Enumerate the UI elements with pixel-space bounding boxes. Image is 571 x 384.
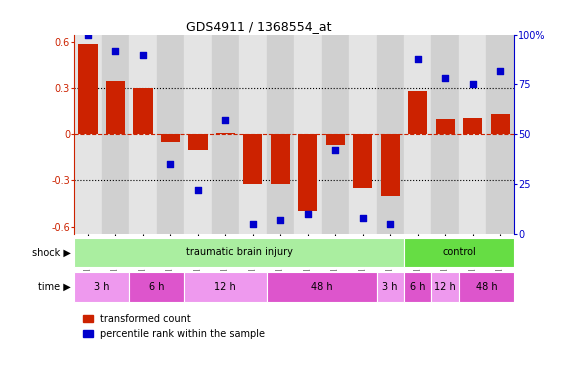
Bar bbox=[184, 35, 212, 234]
Bar bbox=[459, 272, 514, 302]
Bar bbox=[212, 35, 239, 234]
Bar bbox=[271, 134, 290, 184]
Bar bbox=[74, 35, 102, 234]
Point bbox=[385, 221, 395, 227]
Bar bbox=[74, 272, 129, 302]
Text: 48 h: 48 h bbox=[476, 282, 497, 292]
Point bbox=[138, 51, 147, 58]
Text: 3 h: 3 h bbox=[383, 282, 398, 292]
Bar bbox=[321, 35, 349, 234]
Text: 48 h: 48 h bbox=[311, 282, 332, 292]
Bar bbox=[294, 35, 321, 234]
Bar bbox=[408, 91, 427, 134]
Bar bbox=[404, 35, 432, 234]
Point bbox=[441, 75, 450, 81]
Point bbox=[111, 48, 120, 54]
Bar bbox=[404, 272, 432, 302]
Bar bbox=[267, 35, 294, 234]
Bar bbox=[74, 238, 404, 267]
Bar bbox=[129, 272, 184, 302]
Bar bbox=[463, 118, 482, 134]
Bar bbox=[325, 134, 345, 145]
Bar bbox=[376, 35, 404, 234]
Point bbox=[358, 215, 367, 221]
Bar bbox=[133, 88, 152, 134]
Bar bbox=[436, 119, 455, 134]
Bar bbox=[161, 134, 180, 142]
Point bbox=[166, 161, 175, 167]
Bar bbox=[490, 114, 510, 134]
Bar bbox=[102, 35, 129, 234]
Bar bbox=[129, 35, 156, 234]
Text: time ▶: time ▶ bbox=[38, 282, 71, 292]
Bar bbox=[216, 133, 235, 134]
Point bbox=[496, 68, 505, 74]
Bar bbox=[188, 134, 207, 150]
Text: shock ▶: shock ▶ bbox=[31, 247, 71, 258]
Point bbox=[83, 31, 93, 38]
Bar bbox=[267, 272, 376, 302]
Bar bbox=[184, 272, 267, 302]
Text: 6 h: 6 h bbox=[410, 282, 425, 292]
Point bbox=[194, 187, 203, 194]
Title: GDS4911 / 1368554_at: GDS4911 / 1368554_at bbox=[186, 20, 332, 33]
Point bbox=[221, 118, 230, 124]
Bar bbox=[298, 134, 317, 211]
Bar bbox=[432, 272, 459, 302]
Bar bbox=[376, 272, 404, 302]
Bar bbox=[349, 35, 376, 234]
Bar bbox=[381, 134, 400, 196]
Point bbox=[276, 217, 285, 223]
Text: 12 h: 12 h bbox=[435, 282, 456, 292]
Bar bbox=[78, 44, 98, 134]
Text: 6 h: 6 h bbox=[149, 282, 164, 292]
Text: 12 h: 12 h bbox=[215, 282, 236, 292]
Point bbox=[303, 211, 312, 217]
Bar bbox=[432, 35, 459, 234]
Bar bbox=[404, 238, 514, 267]
Bar bbox=[243, 134, 263, 184]
Point bbox=[413, 55, 423, 61]
Text: 3 h: 3 h bbox=[94, 282, 110, 292]
Bar bbox=[239, 35, 267, 234]
Legend: transformed count, percentile rank within the sample: transformed count, percentile rank withi… bbox=[79, 310, 270, 343]
Text: traumatic brain injury: traumatic brain injury bbox=[186, 247, 292, 258]
Point bbox=[468, 81, 477, 88]
Bar bbox=[353, 134, 372, 188]
Bar bbox=[156, 35, 184, 234]
Bar bbox=[459, 35, 486, 234]
Text: control: control bbox=[442, 247, 476, 258]
Bar bbox=[486, 35, 514, 234]
Point bbox=[248, 221, 258, 227]
Bar bbox=[106, 81, 125, 134]
Point bbox=[331, 147, 340, 154]
